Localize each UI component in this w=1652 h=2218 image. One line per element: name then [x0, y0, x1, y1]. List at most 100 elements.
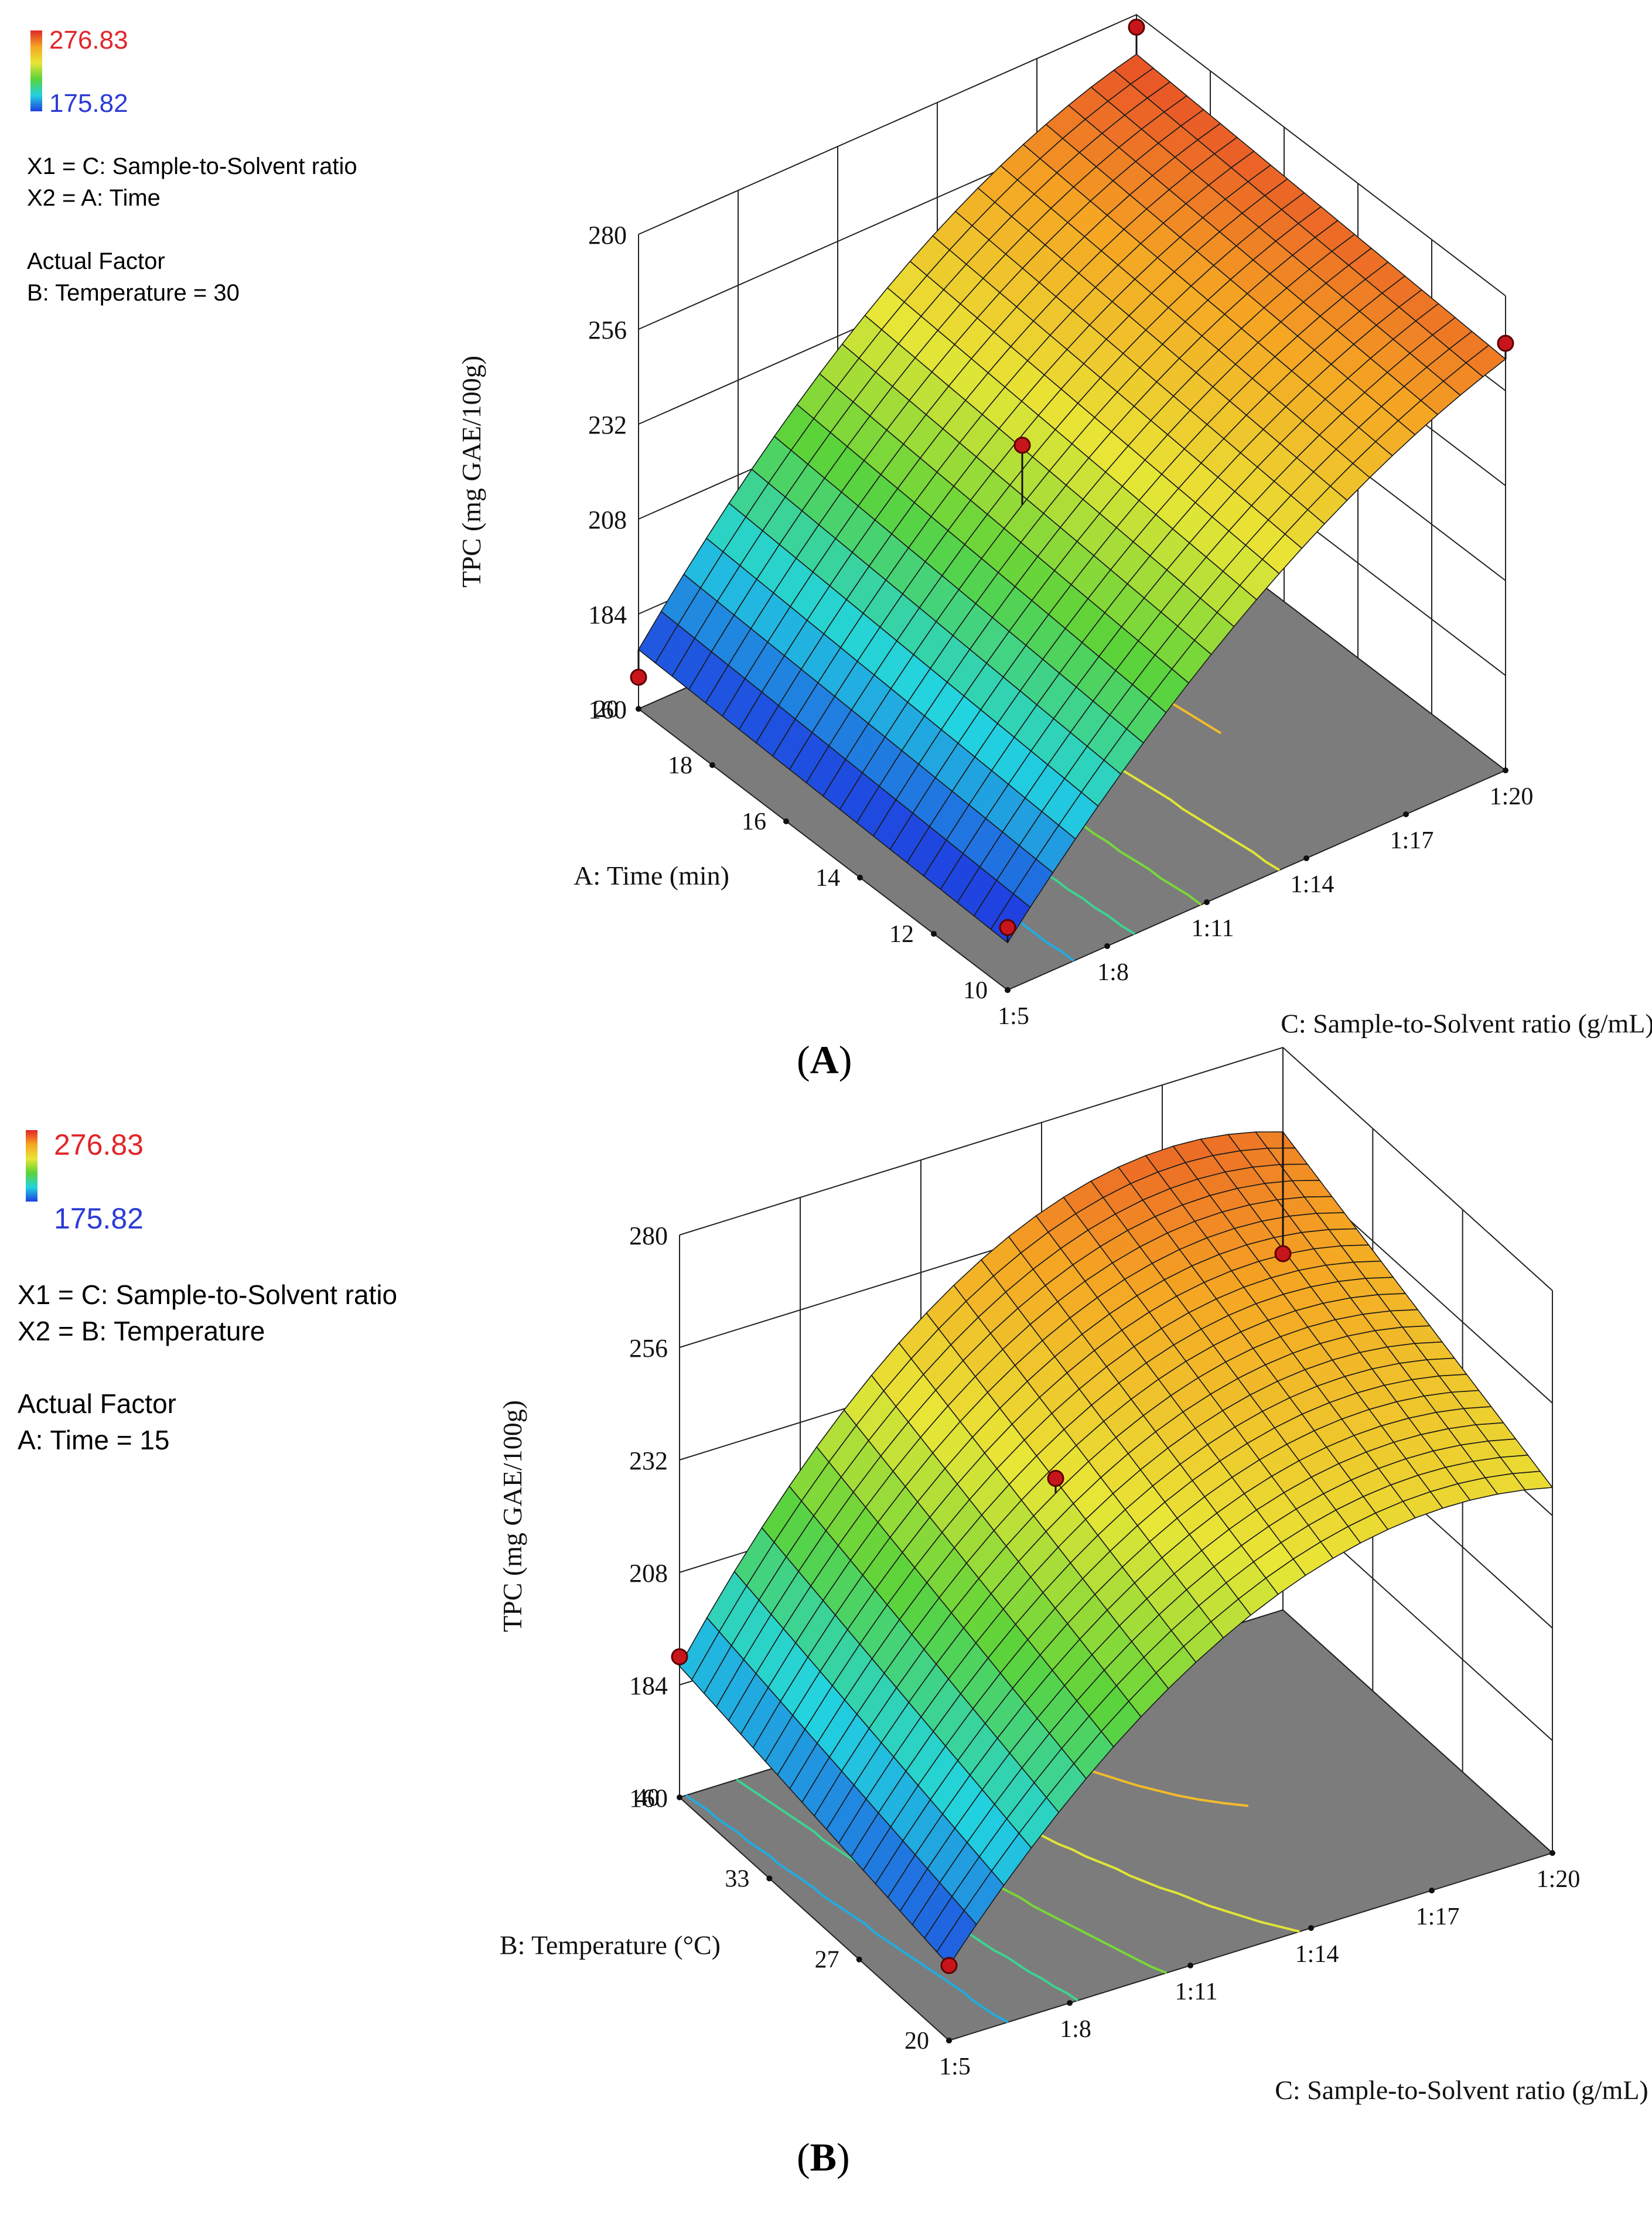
- y-tick-label: 20: [904, 2028, 929, 2055]
- design-points: [671, 1132, 1292, 1974]
- x1-label: X1 = C: Sample-to-Solvent ratio: [18, 1279, 398, 1310]
- y-tick-mark: [783, 818, 789, 824]
- y-tick-label: 40: [635, 1784, 660, 1811]
- actual-factor-value: B: Temperature = 30: [27, 280, 240, 306]
- response-surface: [637, 53, 1507, 944]
- panel-caption-a: (A): [797, 1038, 852, 1082]
- x-tick-label: 1:17: [1416, 1903, 1460, 1930]
- y-tick-mark: [636, 706, 641, 712]
- z-tick-label: 256: [588, 316, 627, 344]
- y-tick-mark: [856, 1956, 862, 1963]
- y-ticks: 20 27 33 40: [635, 1784, 952, 2055]
- x-tick-mark: [1204, 899, 1210, 905]
- y-tick-mark: [857, 875, 863, 881]
- z-ticks: 160 184 208 232 256 280: [629, 1221, 668, 1813]
- y-tick-label: 10: [963, 977, 988, 1004]
- y-ticks: 10 12 14 16 18 20: [594, 696, 1011, 1004]
- actual-factor-title: Actual Factor: [18, 1388, 176, 1419]
- z-tick-label: 160: [588, 695, 627, 724]
- z-tick-label: 184: [629, 1671, 668, 1700]
- surface-cell: [1465, 344, 1507, 378]
- x-tick-label: 1:14: [1291, 871, 1334, 898]
- y-tick-label: 18: [668, 752, 692, 779]
- x-tick-mark: [1429, 1888, 1435, 1893]
- panel-b: 276.83 175.82 X1 = C: Sample-to-Solvent …: [0, 1046, 1652, 2218]
- actual-factor-value: A: Time = 15: [18, 1425, 170, 1455]
- z-tick-label: 184: [588, 600, 627, 629]
- design-point: [999, 919, 1016, 936]
- design-points: [630, 18, 1514, 943]
- y-tick-mark: [677, 1794, 682, 1800]
- panel-a: 276.83 175.82 X1 = C: Sample-to-Solvent …: [27, 13, 1652, 1082]
- z-axis-title: TPC (mg GAE/100g): [456, 356, 486, 588]
- x-tick-label: 1:17: [1390, 827, 1434, 854]
- color-legend-bar: [26, 1130, 37, 1202]
- z-ticks: 160 184 208 232 256 280: [588, 221, 627, 724]
- y-tick-mark: [766, 1875, 773, 1882]
- design-point: [671, 1648, 688, 1666]
- y-tick-label: 33: [725, 1865, 749, 1892]
- panel-caption-b: (B): [797, 2135, 850, 2179]
- x-tick-mark: [1067, 2000, 1073, 2006]
- design-point: [630, 668, 647, 686]
- x-tick-mark: [1549, 1850, 1555, 1856]
- surface-plot-b: 160 184 208 232 256 280 1:5 1:8 1:11 1:14 1:17 1:20…: [497, 1046, 1648, 2105]
- actual-factor-title: Actual Factor: [27, 248, 165, 274]
- z-tick-label: 208: [629, 1559, 668, 1588]
- x-tick-label: 1:5: [998, 1003, 1029, 1030]
- x-tick-label: 1:20: [1490, 783, 1534, 810]
- y-tick-label: 16: [742, 808, 766, 835]
- y-tick-label: 12: [889, 921, 914, 948]
- x1-label: X1 = C: Sample-to-Solvent ratio: [27, 153, 357, 179]
- y-tick-mark: [946, 2038, 952, 2043]
- y-tick-label: 14: [815, 865, 840, 892]
- y-tick-label: 27: [815, 1947, 839, 1974]
- x-tick-label: 1:8: [1060, 2016, 1091, 2043]
- z-tick-label: 208: [588, 506, 627, 534]
- x-axis-title: C: Sample-to-Solvent ratio (g/mL): [1275, 2075, 1648, 2105]
- z-tick-label: 280: [588, 221, 627, 250]
- legend-min-value: 175.82: [54, 1202, 144, 1235]
- z-tick-label: 256: [629, 1334, 668, 1363]
- y-axis-title: A: Time (min): [574, 861, 729, 890]
- z-tick-label: 232: [629, 1446, 668, 1475]
- x-tick-mark: [1308, 1925, 1314, 1931]
- z-tick-label: 280: [629, 1221, 668, 1250]
- design-point: [1497, 335, 1514, 352]
- x-tick-label: 1:11: [1175, 1978, 1217, 2005]
- x-tick-mark: [1104, 943, 1110, 949]
- x2-label: X2 = B: Temperature: [18, 1316, 265, 1346]
- x-tick-label: 1:14: [1295, 1941, 1339, 1968]
- legend-max-value: 276.83: [54, 1128, 144, 1161]
- design-point: [1274, 1245, 1292, 1262]
- design-point: [1013, 436, 1031, 454]
- y-tick-mark: [1005, 987, 1011, 993]
- design-point: [1047, 1470, 1064, 1487]
- x-ticks: 1:5 1:8 1:11 1:14 1:17 1:20: [998, 767, 1533, 1030]
- x-tick-label: 1:11: [1191, 915, 1234, 942]
- x-tick-mark: [1503, 767, 1508, 773]
- color-legend-bar: [30, 30, 42, 111]
- surface-plot-a: 160 184 208 232 256 280 1:5 1:8 1:11 1:14 1:17 1:20…: [456, 13, 1652, 1039]
- design-point: [940, 1957, 958, 1974]
- z-tick-label: 232: [588, 411, 627, 439]
- x-axis-title: C: Sample-to-Solvent ratio (g/mL): [1281, 1009, 1652, 1039]
- x-tick-label: 1:20: [1537, 1866, 1581, 1893]
- legend-max-value: 276.83: [49, 26, 128, 54]
- x-ticks: 1:5 1:8 1:11 1:14 1:17 1:20: [939, 1850, 1580, 2080]
- y-tick-label: 20: [594, 696, 619, 723]
- z-axis-title: TPC (mg GAE/100g): [497, 1400, 527, 1632]
- surface-cell: [1511, 1470, 1554, 1490]
- response-surface: [679, 1131, 1554, 1967]
- x-tick-mark: [1403, 811, 1409, 817]
- legend-min-value: 175.82: [49, 89, 128, 118]
- x-tick-mark: [1303, 855, 1309, 861]
- z-tick-label: 160: [629, 1784, 668, 1813]
- y-tick-mark: [931, 931, 937, 937]
- y-axis-title: B: Temperature (°C): [500, 1930, 721, 1960]
- y-tick-mark: [709, 762, 715, 768]
- x2-label: X2 = A: Time: [27, 185, 161, 211]
- contour-line: [685, 1794, 1009, 2024]
- x-tick-mark: [1187, 1963, 1193, 1968]
- x-tick-label: 1:5: [939, 2053, 971, 2080]
